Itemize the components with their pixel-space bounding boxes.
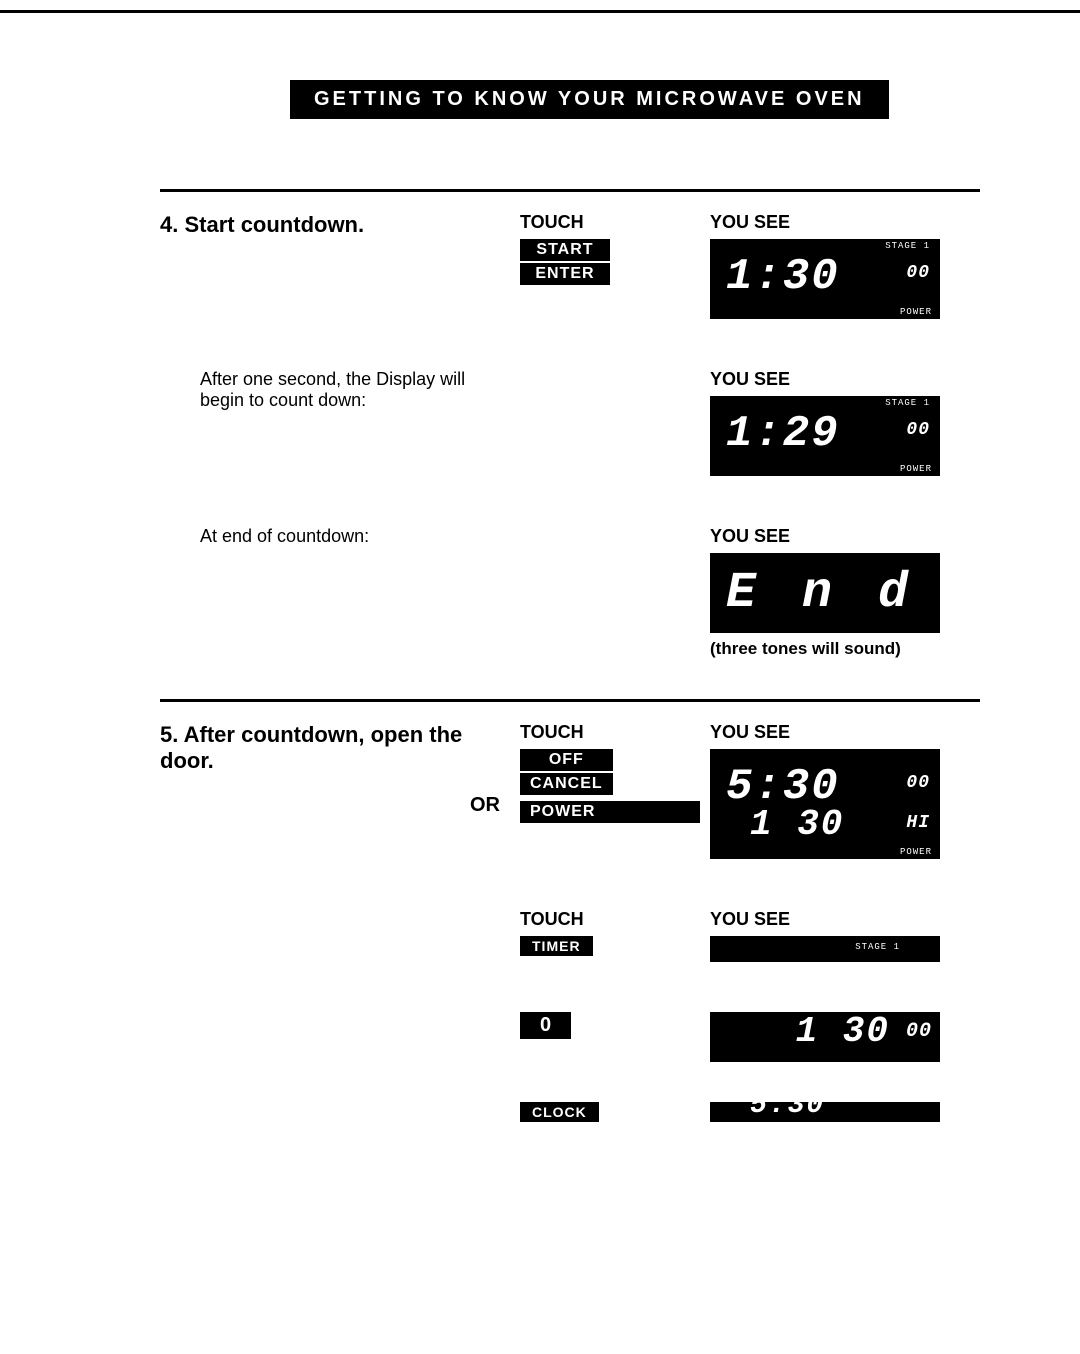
start-label: START: [520, 239, 610, 263]
display-sub2: HI: [906, 813, 930, 833]
display-sub: 00: [906, 773, 930, 793]
display-main: E n d: [726, 569, 916, 619]
display-main: 5:30: [750, 1102, 825, 1120]
power-text: POWER: [900, 307, 932, 317]
display-1-29: STAGE 1 1:29 00 POWER: [710, 396, 940, 476]
display-sub: 00: [906, 420, 930, 440]
off-label: OFF: [520, 749, 613, 773]
step5-row2: TOUCH TIMER YOU SEE STAGE 1: [160, 909, 980, 962]
divider: [160, 189, 980, 192]
stage-text: STAGE 1: [885, 241, 930, 251]
display-line2: 1 30: [750, 807, 844, 843]
step4-row2: After one second, the Display will begin…: [160, 369, 980, 476]
display-main: 1:29: [726, 412, 840, 456]
step4-title: 4. Start countdown.: [160, 212, 510, 238]
step5-row1: 5. After countdown, open the door. OR TO…: [160, 722, 980, 859]
yousee-label: YOU SEE: [710, 722, 990, 743]
display-1-30: STAGE 1 1:30 00 POWER: [710, 239, 940, 319]
step4-row3: At end of countdown: YOU SEE E n d (thre…: [160, 526, 980, 659]
display-main: 1 30: [796, 1014, 890, 1050]
yousee-label: YOU SEE: [710, 369, 990, 390]
page-header: GETTING TO KNOW YOUR MICROWAVE OVEN: [290, 80, 889, 119]
yousee-label: YOU SEE: [710, 212, 990, 233]
start-enter-button: START ENTER: [520, 239, 610, 285]
step4-row1: 4. Start countdown. TOUCH START ENTER YO…: [160, 212, 980, 319]
step5-row4: CLOCK 5:30: [160, 1102, 980, 1122]
zero-button: 0: [520, 1012, 571, 1039]
step5-row3: 0 1 30 00: [160, 1012, 980, 1062]
yousee-label: YOU SEE: [710, 526, 990, 547]
stage-text: STAGE 1: [885, 398, 930, 408]
divider: [160, 699, 980, 702]
display-1-30-b: 1 30 00: [710, 1012, 940, 1062]
display-5-30: 5:30 00 1 30 HI POWER: [710, 749, 940, 859]
display-main: 1:30: [726, 255, 840, 299]
cancel-label: CANCEL: [520, 773, 613, 795]
stage-text: STAGE 1: [855, 942, 900, 952]
touch-label: TOUCH: [520, 722, 700, 743]
top-rule: [0, 10, 1080, 13]
clock-button: CLOCK: [520, 1102, 599, 1122]
step4-sub2: At end of countdown:: [160, 526, 510, 547]
yousee-label: YOU SEE: [710, 909, 990, 930]
enter-label: ENTER: [520, 263, 610, 285]
timer-button: TIMER: [520, 936, 593, 956]
display-end: E n d: [710, 553, 940, 633]
display-main: 5:30: [726, 765, 840, 809]
power-text: POWER: [900, 464, 932, 474]
display-5-30-b: 5:30: [710, 1102, 940, 1122]
three-tones-note: (three tones will sound): [710, 639, 990, 659]
step5-title: 5. After countdown, open the door.: [160, 722, 510, 774]
display-sub: 00: [906, 1020, 932, 1043]
off-cancel-button: OFF CANCEL: [520, 749, 613, 795]
power-text: POWER: [900, 847, 932, 857]
or-text: OR: [160, 794, 510, 817]
touch-label: TOUCH: [520, 212, 700, 233]
power-button: POWER: [520, 801, 700, 823]
touch-label: TOUCH: [520, 909, 700, 930]
display-stage: STAGE 1: [710, 936, 940, 962]
step4-sub1: After one second, the Display will begin…: [160, 369, 510, 411]
display-sub: 00: [906, 263, 930, 283]
